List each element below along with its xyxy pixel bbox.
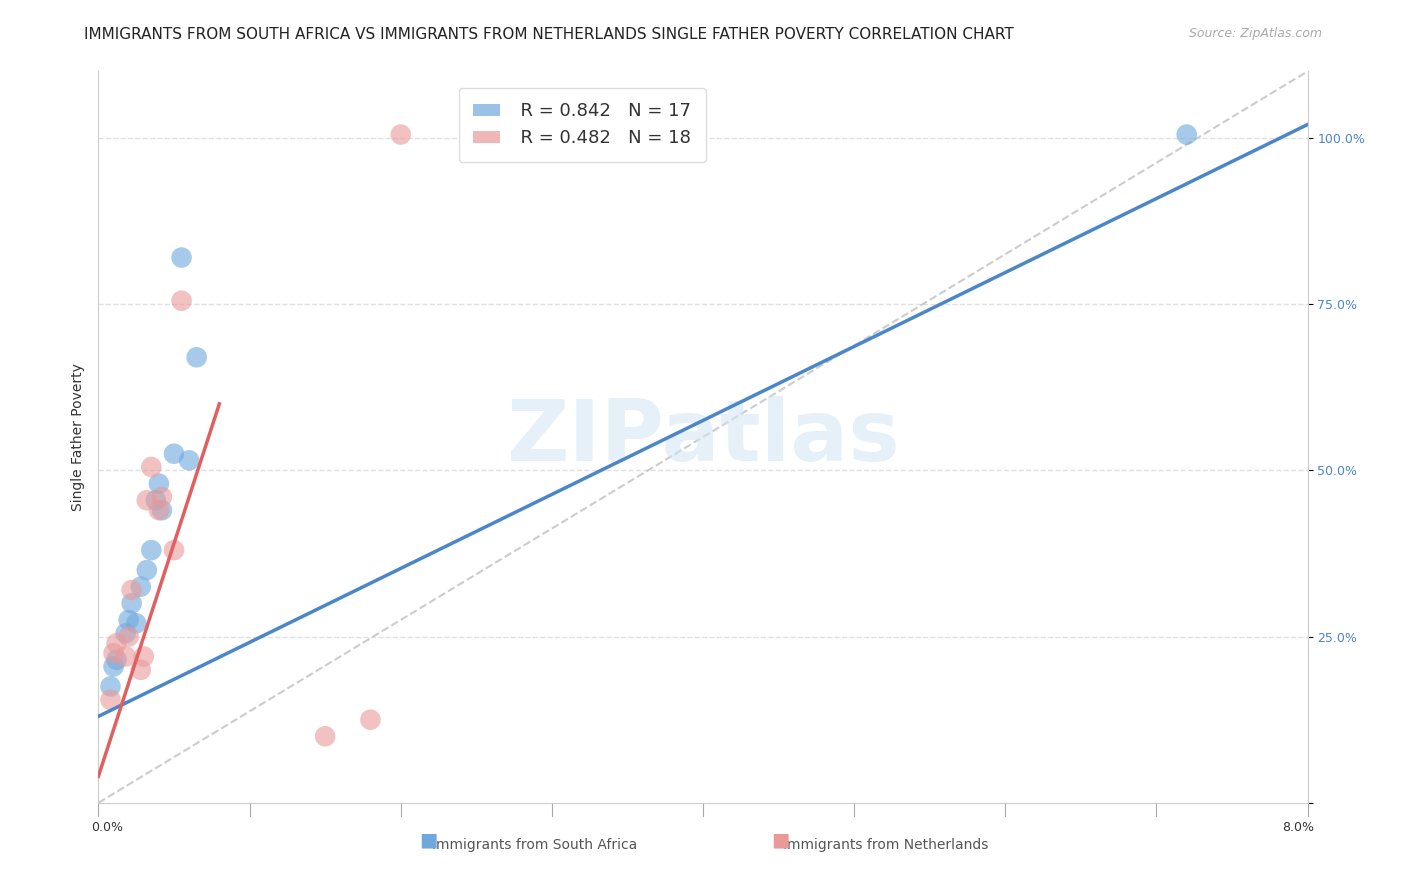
Point — [103, 659, 125, 673]
Point — [118, 630, 141, 644]
Point — [114, 626, 136, 640]
Text: Source: ZipAtlas.com: Source: ZipAtlas.com — [1188, 27, 1322, 40]
Point — [145, 493, 167, 508]
Point — [135, 493, 157, 508]
Point — [148, 503, 170, 517]
Point — [163, 447, 186, 461]
Point — [100, 680, 122, 694]
Point — [132, 649, 155, 664]
Point — [170, 293, 193, 308]
Point — [105, 653, 128, 667]
Point — [114, 649, 136, 664]
Text: Immigrants from South Africa: Immigrants from South Africa — [432, 838, 637, 852]
Point — [150, 503, 173, 517]
Text: ■: ■ — [419, 830, 439, 849]
Text: IMMIGRANTS FROM SOUTH AFRICA VS IMMIGRANTS FROM NETHERLANDS SINGLE FATHER POVERT: IMMIGRANTS FROM SOUTH AFRICA VS IMMIGRAN… — [84, 27, 1014, 42]
Point — [163, 543, 186, 558]
Point — [100, 692, 122, 706]
Point — [360, 713, 382, 727]
Point — [129, 663, 152, 677]
Point — [314, 729, 336, 743]
Text: 8.0%: 8.0% — [1282, 821, 1315, 834]
Point — [103, 646, 125, 660]
Point — [125, 616, 148, 631]
Point — [170, 251, 193, 265]
Point — [118, 613, 141, 627]
Point — [150, 490, 173, 504]
Point — [179, 453, 201, 467]
Text: ZIPatlas: ZIPatlas — [506, 395, 900, 479]
Point — [121, 596, 143, 610]
Point — [129, 580, 152, 594]
Text: ■: ■ — [770, 830, 790, 849]
Point — [186, 351, 208, 365]
Point — [135, 563, 157, 577]
Point — [105, 636, 128, 650]
Point — [141, 460, 163, 475]
Point — [389, 128, 412, 142]
Legend:   R = 0.842   N = 17,   R = 0.482   N = 18: R = 0.842 N = 17, R = 0.482 N = 18 — [458, 87, 706, 161]
Text: Immigrants from Netherlands: Immigrants from Netherlands — [783, 838, 988, 852]
Text: 0.0%: 0.0% — [91, 821, 124, 834]
Y-axis label: Single Father Poverty: Single Father Poverty — [70, 363, 84, 511]
Point — [141, 543, 163, 558]
Point — [148, 476, 170, 491]
Point — [121, 582, 143, 597]
Point — [465, 128, 488, 142]
Point — [1175, 128, 1198, 142]
